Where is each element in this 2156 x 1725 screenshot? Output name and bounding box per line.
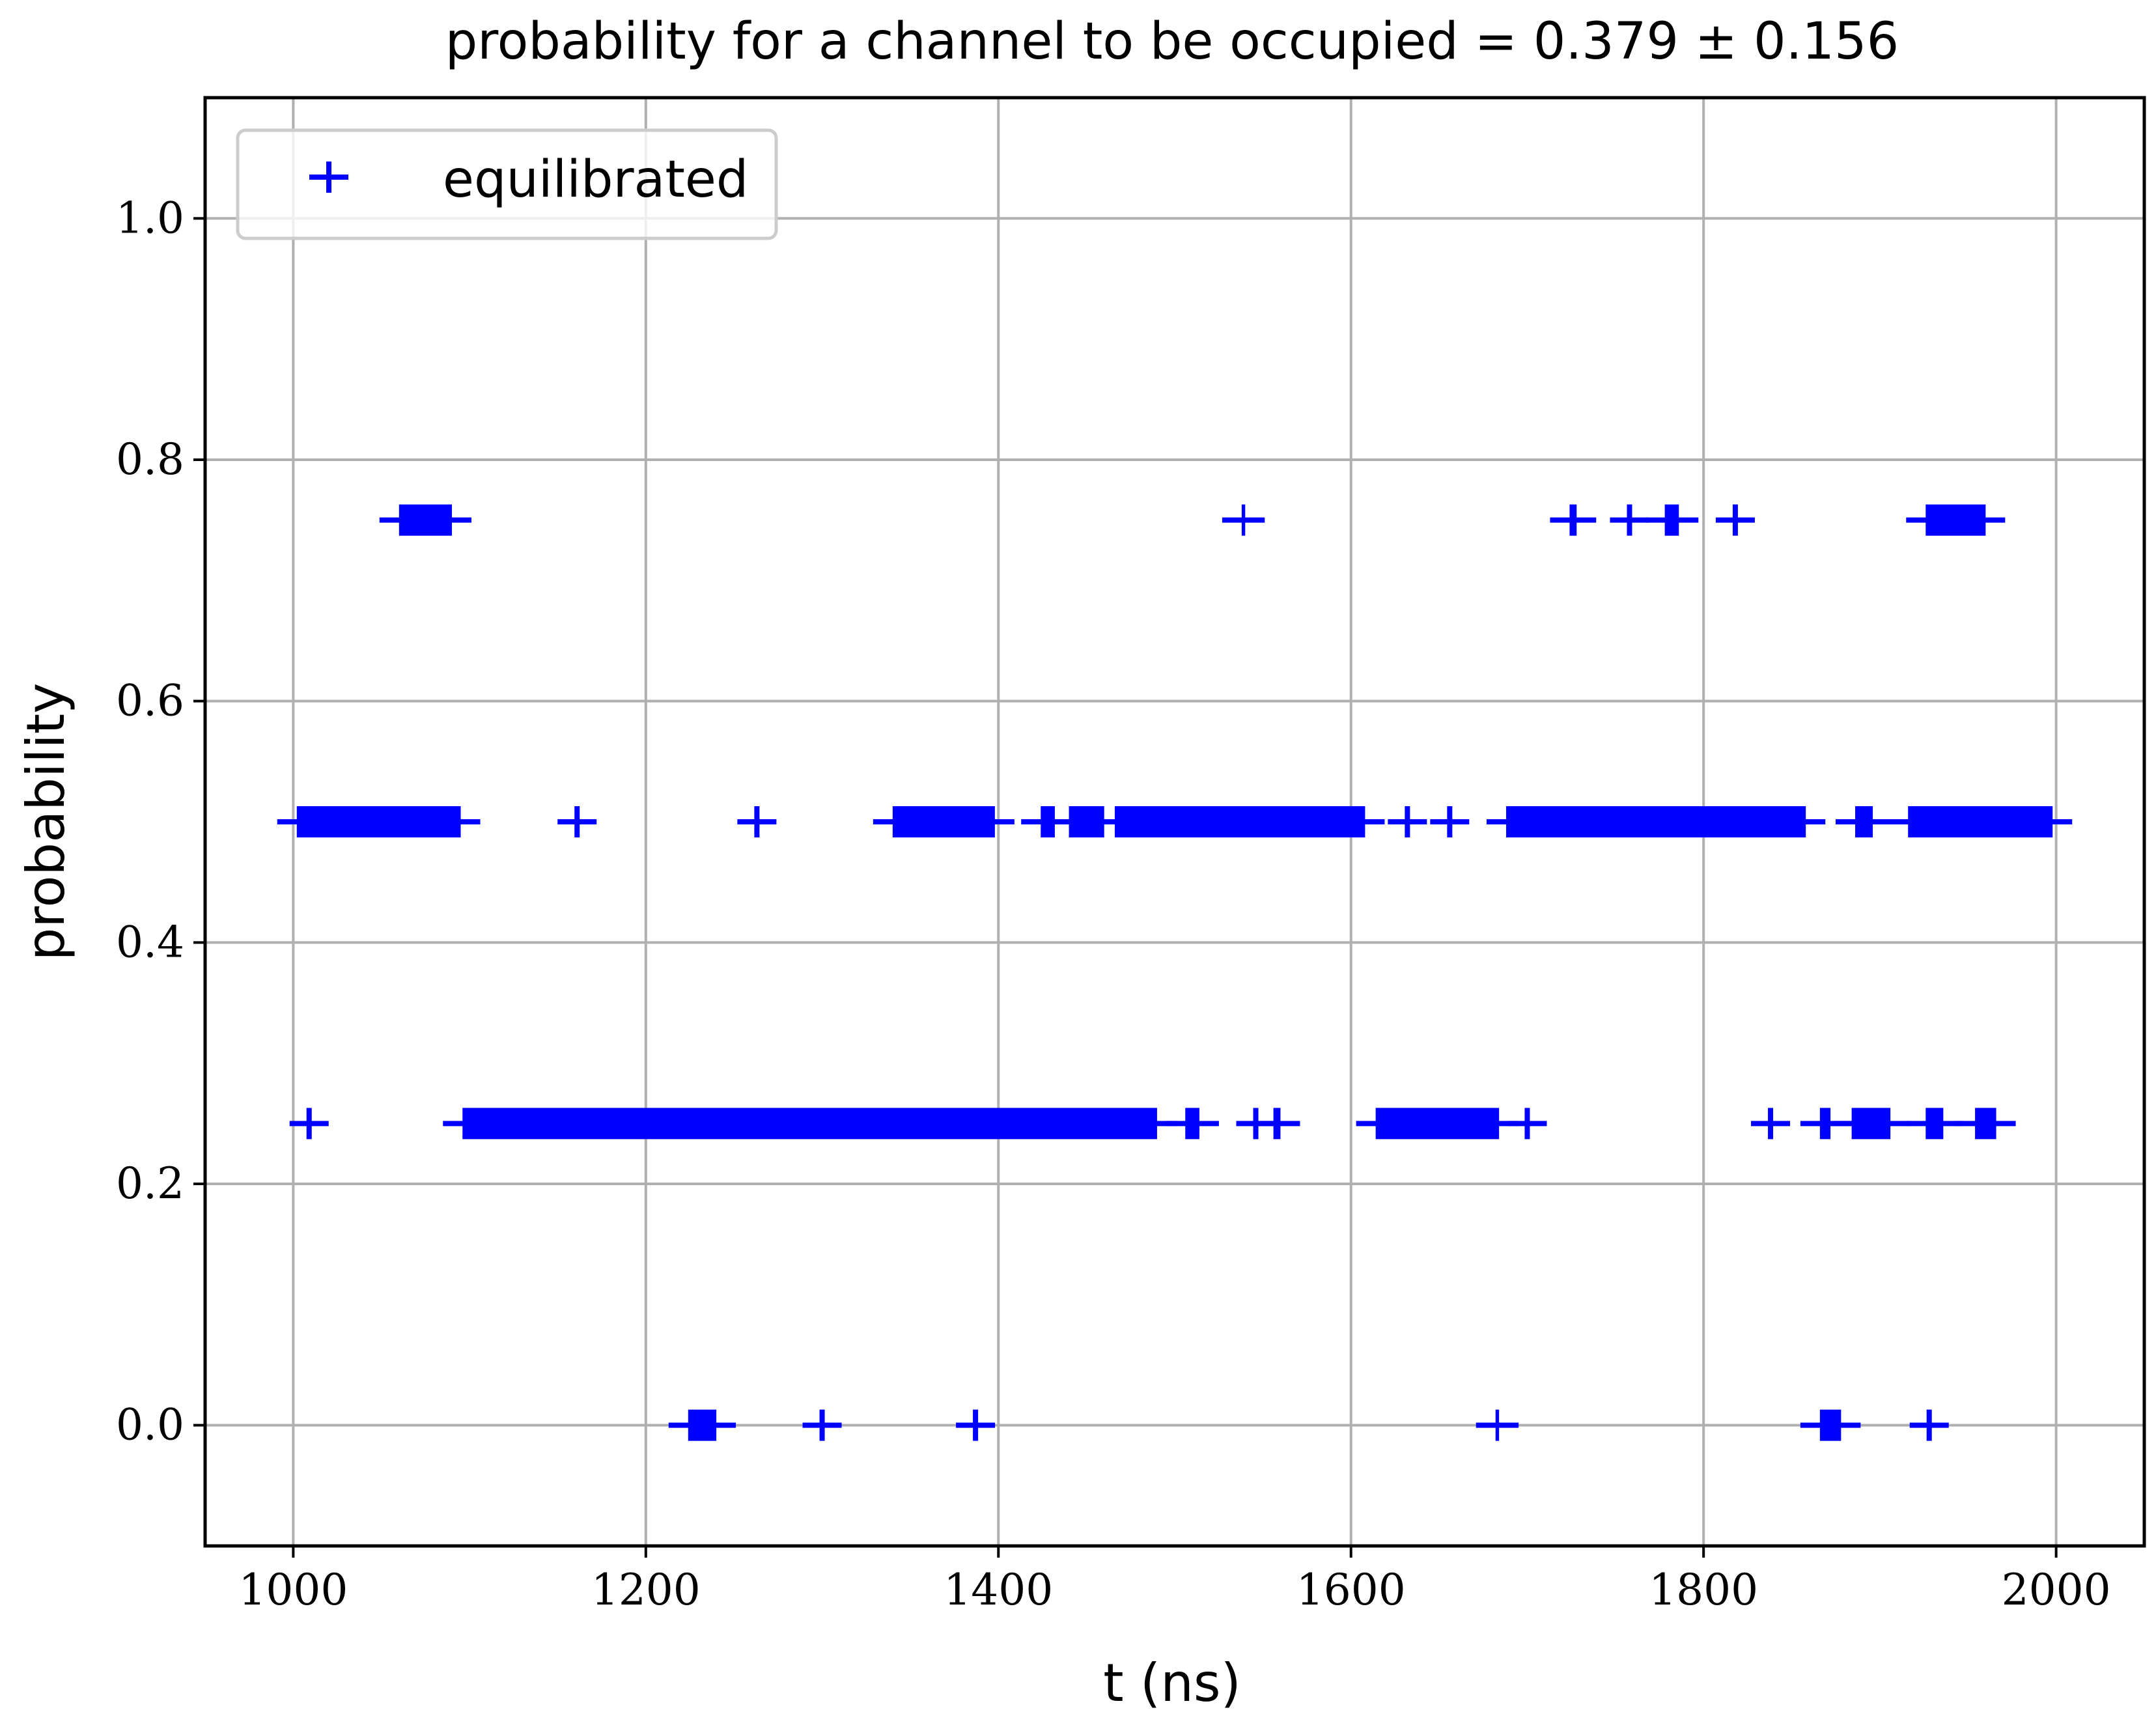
marker-run [379, 504, 472, 536]
marker-run [289, 1108, 329, 1140]
marker-run [1610, 504, 1649, 536]
marker-run [1388, 806, 1427, 837]
marker-run [1832, 1108, 1911, 1140]
plus-marker-cluster [1819, 1108, 1831, 1140]
marker-run [1430, 806, 1470, 837]
plus-marker-cluster [1375, 1108, 1500, 1140]
legend-label: equilibrated [443, 150, 748, 209]
marker-run [1715, 504, 1755, 536]
y-tick-label: 0.0 [116, 1400, 184, 1450]
plus-marker-cluster [1114, 806, 1365, 837]
marker-run [1166, 1108, 1219, 1140]
x-tick-label: 1000 [238, 1565, 348, 1615]
y-tick-label: 0.2 [116, 1158, 184, 1209]
plus-marker-cluster [1851, 1108, 1891, 1140]
plus-marker-cluster [1925, 504, 1986, 536]
marker-run [277, 806, 481, 837]
marker-run [1550, 504, 1597, 536]
marker-run [1095, 806, 1385, 837]
plus-marker-cluster [1185, 1108, 1199, 1140]
marker-run [443, 1108, 1177, 1140]
marker-run [1222, 504, 1265, 536]
plus-marker-cluster [1241, 504, 1246, 536]
x-tick-label: 2000 [2002, 1565, 2111, 1615]
marker-run [1356, 1108, 1519, 1140]
marker-run [1800, 1409, 1861, 1441]
marker-run [1751, 1108, 1791, 1140]
plus-marker-cluster [1273, 1108, 1281, 1140]
marker-run [802, 1409, 842, 1441]
plus-marker-cluster [1664, 504, 1679, 536]
x-tick-label: 1600 [1296, 1565, 1406, 1615]
tick-layer: 1000 1200 1400 1600 1800 2000 0.0 0.2 0.4 0.6 0.8 1… [116, 193, 2111, 1615]
y-tick-label: 1.0 [116, 193, 184, 243]
plus-marker-cluster [399, 504, 453, 536]
plus-marker-cluster [1925, 1108, 1944, 1140]
marker-run [1486, 806, 1826, 837]
marker-run [1906, 504, 2006, 536]
marker-run [1909, 1409, 1949, 1441]
marker-run [1507, 1108, 1547, 1140]
x-tick-label: 1400 [944, 1565, 1053, 1615]
legend-box [236, 128, 778, 240]
legend-marker [309, 161, 348, 193]
plus-marker-cluster [1975, 1108, 1996, 1140]
legend: equilibrated [236, 128, 778, 240]
marker-run [956, 1409, 996, 1441]
plus-marker-cluster [688, 1409, 717, 1441]
x-axis-label: t (ns) [1103, 1653, 1241, 1713]
x-tick-label: 1200 [591, 1565, 701, 1615]
marker-run [557, 806, 597, 837]
plus-marker-cluster [296, 806, 461, 837]
marker-run [668, 1409, 736, 1441]
plus-marker-cluster [1041, 806, 1055, 837]
y-tick-label: 0.6 [116, 676, 184, 726]
chart-title: probability for a channel to be occupied… [445, 12, 1899, 71]
y-tick-label: 0.4 [116, 917, 184, 967]
plus-marker-cluster [1569, 504, 1577, 536]
plus-marker-cluster [1855, 806, 1873, 837]
plus-marker-cluster [1819, 1409, 1841, 1441]
plus-marker-cluster [892, 806, 995, 837]
plus-marker-cluster [1495, 1409, 1500, 1441]
y-axis-label: probability [16, 683, 76, 961]
marker-run [1888, 806, 2073, 837]
marker-run [737, 806, 777, 837]
x-tick-label: 1800 [1649, 1565, 1758, 1615]
plus-marker-cluster [1908, 806, 2053, 837]
marker-run [1836, 806, 1893, 837]
y-tick-label: 0.8 [116, 434, 184, 484]
plus-marker-cluster [462, 1108, 1157, 1140]
plot-frame [203, 96, 2146, 1548]
series-equilibrated [277, 504, 2073, 1441]
marker-run [1476, 1409, 1519, 1441]
marker-run [1645, 504, 1699, 536]
marker-run [1955, 1108, 2016, 1140]
marker-run [873, 806, 1015, 837]
marker-run [1253, 1108, 1300, 1140]
marker-layer [277, 504, 2073, 1441]
marker-run [1906, 1108, 1963, 1140]
plus-marker-cluster [1505, 806, 1806, 837]
